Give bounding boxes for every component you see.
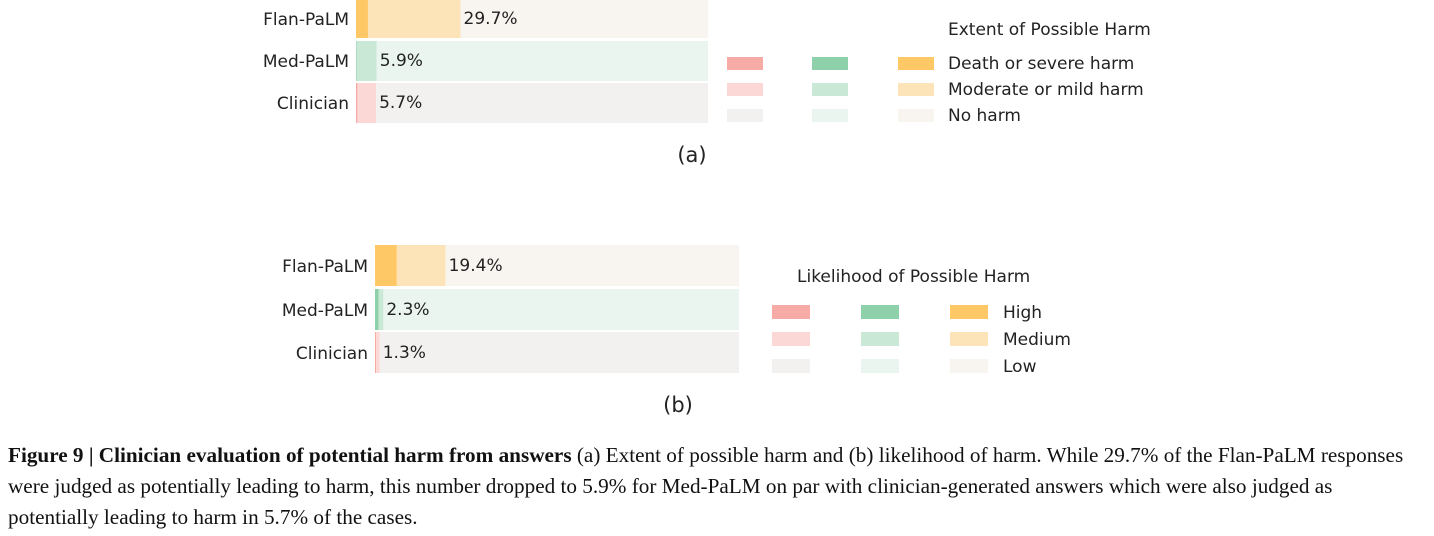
- legend-swatch: [950, 359, 988, 373]
- legend-swatch: [727, 109, 763, 122]
- legend-label: Low: [1003, 357, 1037, 377]
- legend-title: Extent of Possible Harm: [948, 20, 1151, 40]
- legend-swatch: [861, 332, 899, 346]
- bar-segment: [460, 0, 708, 38]
- legend-swatch: [898, 57, 934, 70]
- category-label: Med-PaLM: [282, 301, 368, 321]
- legend-swatch: [812, 57, 848, 70]
- bar-segment: [357, 83, 377, 123]
- category-label: Flan-PaLM: [282, 257, 368, 277]
- legend-swatch: [812, 83, 848, 96]
- category-label: Clinician: [296, 344, 368, 364]
- panel-b: Flan-PaLM Med-PaLM Clinician 19.4% 2.3% …: [282, 245, 1071, 417]
- bar-segment: [367, 0, 461, 38]
- bar-segment: [356, 41, 357, 81]
- legend-swatch: [772, 359, 810, 373]
- legend-swatch: [950, 305, 988, 319]
- legend-label: No harm: [948, 106, 1021, 126]
- panel-label: (b): [663, 393, 693, 417]
- bar-segment: [356, 83, 358, 123]
- legend-label: Moderate or mild harm: [948, 80, 1144, 100]
- bar-segment: [376, 41, 708, 81]
- legend-swatch: [772, 305, 810, 319]
- bar-segment: [379, 332, 739, 373]
- bar-segment: [445, 245, 739, 286]
- bar-segment: [356, 0, 368, 38]
- legend-swatch: [727, 83, 763, 96]
- legend-swatch: [950, 332, 988, 346]
- bar-segment: [396, 245, 446, 286]
- bar-segment: [378, 289, 384, 330]
- value-label: 1.3%: [383, 343, 426, 363]
- legend-swatch: [812, 109, 848, 122]
- legend-label: Death or severe harm: [948, 54, 1134, 74]
- legend-swatch: [898, 83, 934, 96]
- legend-label: High: [1003, 303, 1042, 323]
- bar-segment: [376, 83, 708, 123]
- bar-segment: [375, 245, 397, 286]
- bar-segment: [375, 289, 379, 330]
- value-label: 5.9%: [380, 51, 423, 71]
- legend-swatch: [898, 109, 934, 122]
- panel-label: (a): [677, 143, 706, 167]
- bar-segment: [375, 332, 377, 373]
- category-label: Flan-PaLM: [263, 10, 349, 30]
- legend-swatch: [727, 57, 763, 70]
- legend-swatch: [861, 359, 899, 373]
- legend-b: Likelihood of Possible Harm High Medium …: [772, 267, 1071, 377]
- value-label: 19.4%: [449, 256, 503, 276]
- legend-title: Likelihood of Possible Harm: [797, 267, 1030, 287]
- figure-caption: Figure 9 | Clinician evaluation of poten…: [8, 440, 1428, 533]
- value-label: 29.7%: [464, 9, 518, 29]
- value-label: 2.3%: [386, 300, 429, 320]
- bar-segment: [383, 289, 739, 330]
- caption-label: Figure 9 | Clinician evaluation of poten…: [8, 443, 572, 467]
- figure-charts: Flan-PaLM Med-PaLM Clinician 29.7% 5.9% …: [263, 0, 1151, 417]
- caption-text: (a) Extent of possible harm and (b) like…: [8, 443, 1404, 529]
- legend-a: Extent of Possible Harm Death or severe …: [727, 20, 1151, 126]
- legend-swatch: [772, 332, 810, 346]
- category-label: Clinician: [277, 94, 349, 114]
- bar-segment: [376, 332, 380, 373]
- legend-swatch: [861, 305, 899, 319]
- legend-label: Medium: [1003, 330, 1071, 350]
- category-label: Med-PaLM: [263, 52, 349, 72]
- bar-segment: [356, 41, 377, 81]
- panel-a: Flan-PaLM Med-PaLM Clinician 29.7% 5.9% …: [263, 0, 1151, 167]
- value-label: 5.7%: [379, 93, 422, 113]
